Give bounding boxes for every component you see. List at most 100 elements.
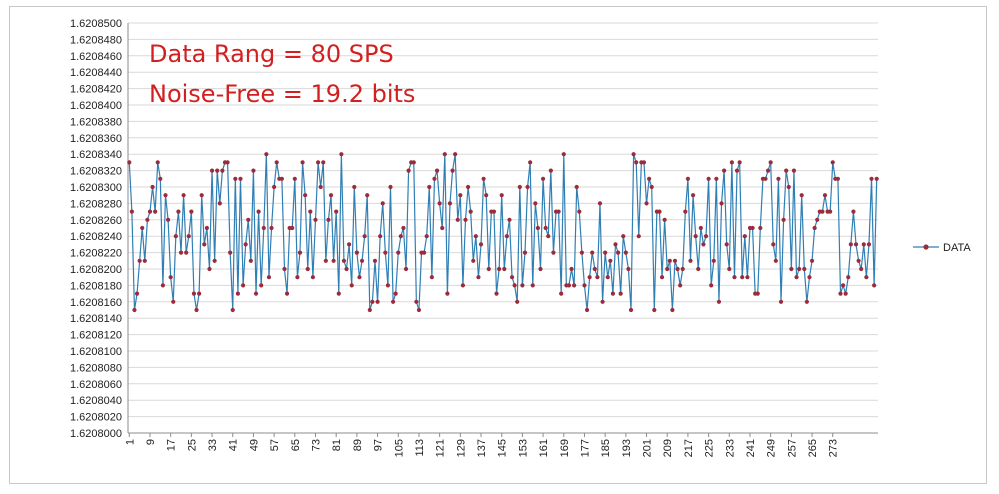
data-point <box>471 258 476 263</box>
data-point <box>512 283 517 288</box>
x-tick-label: 273 <box>828 439 840 457</box>
data-point <box>874 176 879 181</box>
data-point <box>295 275 300 280</box>
data-point <box>848 242 853 247</box>
data-point <box>647 176 652 181</box>
data-point <box>256 209 261 214</box>
x-tick-label: 73 <box>311 439 323 451</box>
data-point <box>315 160 321 165</box>
data-point <box>349 283 354 288</box>
data-point <box>246 217 251 222</box>
data-point <box>502 266 507 272</box>
y-tick-label: 1.6208400 <box>70 100 122 112</box>
data-point <box>173 234 178 239</box>
data-point <box>290 225 295 231</box>
data-point <box>272 184 277 190</box>
data-point <box>191 291 197 296</box>
data-point <box>548 168 553 173</box>
data-point <box>176 209 181 214</box>
data-point <box>802 266 807 272</box>
data-point <box>569 266 574 272</box>
data-point <box>592 266 597 272</box>
y-tick-label: 1.6208060 <box>70 379 122 391</box>
data-point <box>251 168 256 173</box>
x-tick-label: 225 <box>704 439 716 457</box>
x-tick-label: 129 <box>455 439 467 457</box>
x-tick-label: 9 <box>145 439 157 445</box>
data-point <box>794 275 799 280</box>
chart-svg: 1.6208500 1.6208480 1.6208460 1.6208440 1.62… <box>70 18 971 457</box>
data-point <box>199 193 204 198</box>
data-point <box>220 168 225 173</box>
data-point <box>380 201 385 206</box>
data-point <box>181 193 186 198</box>
data-point <box>209 168 215 173</box>
data-point <box>869 176 874 181</box>
data-point <box>378 234 383 239</box>
data-point <box>667 258 672 263</box>
data-point <box>608 258 613 263</box>
data-point <box>499 193 504 198</box>
data-point <box>261 225 266 231</box>
data-point <box>354 250 359 255</box>
data-point <box>339 152 344 157</box>
data-point <box>525 184 530 190</box>
data-point <box>843 291 848 296</box>
data-point <box>168 275 173 280</box>
data-point <box>305 266 310 272</box>
data-point <box>494 291 499 296</box>
data-point <box>859 266 864 272</box>
legend: DATA <box>913 242 971 254</box>
data-point <box>740 275 745 280</box>
y-tick-label: 1.6208440 <box>70 67 122 79</box>
data-point <box>846 275 851 280</box>
data-point <box>515 299 520 304</box>
data-point <box>540 176 546 181</box>
data-point <box>778 299 784 304</box>
data-point <box>822 193 828 198</box>
data-point <box>442 152 447 157</box>
y-tick-label: 1.6208480 <box>70 34 122 46</box>
data-point <box>528 160 533 165</box>
x-tick-label: 81 <box>331 439 343 451</box>
data-point <box>559 291 564 296</box>
y-tick-label: 1.6208460 <box>70 51 122 63</box>
data-point <box>706 176 711 181</box>
data-point <box>359 258 365 263</box>
data-point <box>584 307 590 313</box>
data-point <box>742 234 747 239</box>
x-tick-label: 57 <box>269 439 281 451</box>
data-point <box>719 201 724 206</box>
data-point <box>856 258 861 263</box>
y-tick-label: 1.6208420 <box>70 84 122 96</box>
data-point <box>507 217 512 222</box>
y-tick-label: 1.6208380 <box>70 116 122 128</box>
data-point <box>533 201 538 206</box>
y-tick-label: 1.6208080 <box>70 362 122 374</box>
data-point <box>799 193 804 198</box>
data-point <box>758 225 763 231</box>
data-point <box>582 283 587 288</box>
data-point <box>432 176 437 181</box>
data-point <box>411 160 416 165</box>
data-point <box>202 242 207 247</box>
data-point <box>269 225 274 231</box>
data-point <box>530 283 535 288</box>
data-point <box>310 275 316 280</box>
y-tick-label: 1.6208320 <box>70 166 122 178</box>
data-point <box>259 283 264 288</box>
data-point <box>253 291 259 296</box>
x-tick-label: 113 <box>414 439 426 457</box>
axes <box>127 23 878 437</box>
data-point <box>147 209 153 214</box>
y-tick-label: 1.6208280 <box>70 198 122 210</box>
x-tick-label: 257 <box>786 439 798 457</box>
data-point <box>468 209 473 214</box>
y-tick-label: 1.6208180 <box>70 280 122 292</box>
data-point <box>615 250 621 255</box>
x-tick-label: 193 <box>621 439 633 457</box>
annotation-noise-free: Noise-Free = 19.2 bits <box>149 80 415 108</box>
data-point <box>134 291 140 296</box>
data-point <box>727 266 732 272</box>
data-point <box>755 291 760 296</box>
